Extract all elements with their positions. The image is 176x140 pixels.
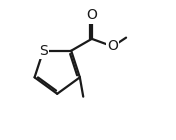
Text: O: O	[107, 39, 118, 53]
Text: S: S	[39, 44, 48, 58]
Text: O: O	[86, 8, 97, 22]
